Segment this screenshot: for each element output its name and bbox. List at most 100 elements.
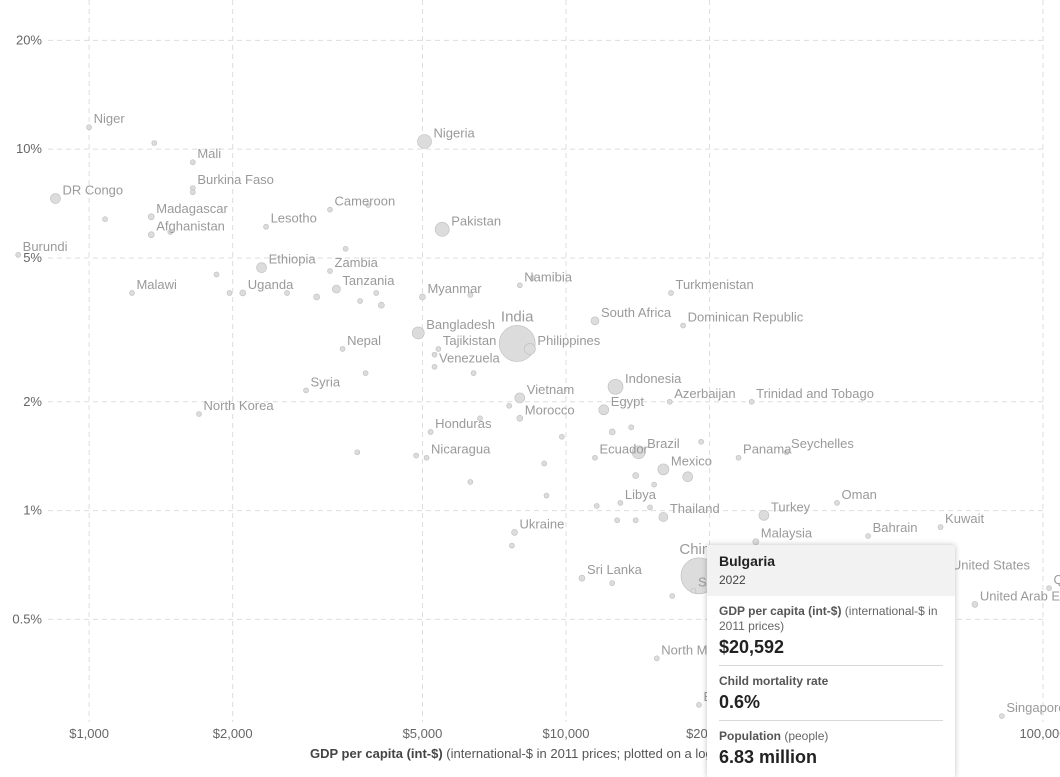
point-north-macedonia[interactable]: [653, 655, 660, 662]
data-point[interactable]: [373, 290, 380, 296]
point-libya[interactable]: [617, 500, 624, 506]
data-point[interactable]: [541, 460, 547, 467]
data-point[interactable]: [509, 542, 515, 549]
data-point[interactable]: [342, 245, 349, 252]
point-turkmenistan[interactable]: [668, 290, 674, 296]
data-point[interactable]: [378, 301, 385, 309]
point-belarus[interactable]: [696, 702, 702, 708]
point-nigeria[interactable]: [417, 134, 432, 149]
point-niger[interactable]: [86, 124, 92, 131]
label-venezuela: Venezuela: [439, 351, 500, 366]
data-point[interactable]: [357, 298, 363, 304]
data-point[interactable]: [682, 471, 694, 483]
point-malawi[interactable]: [129, 290, 135, 296]
label-malawi: Malawi: [136, 277, 177, 292]
data-point[interactable]: [628, 424, 635, 431]
data-point[interactable]: [477, 415, 483, 422]
data-point[interactable]: [213, 271, 220, 278]
point-bahrain[interactable]: [865, 533, 871, 539]
point-nicaragua[interactable]: [423, 454, 430, 461]
data-point[interactable]: [365, 202, 372, 208]
data-point[interactable]: [431, 351, 438, 358]
x-axis-label-rest: (international-$ in 2011 prices; plotted…: [443, 746, 713, 761]
point-afghanistan[interactable]: [147, 231, 155, 238]
data-point[interactable]: [698, 438, 704, 445]
point-namibia[interactable]: [517, 282, 523, 289]
data-point[interactable]: [651, 481, 657, 488]
data-point[interactable]: [559, 433, 565, 440]
data-point[interactable]: [669, 593, 676, 599]
data-point[interactable]: [151, 140, 158, 146]
point-morocco[interactable]: [516, 415, 524, 422]
point-cameroon[interactable]: [327, 206, 333, 213]
point-pakistan[interactable]: [434, 222, 450, 237]
point-turkey[interactable]: [758, 510, 770, 521]
label-singapore: Singapore: [1006, 700, 1060, 715]
point-myanmar[interactable]: [419, 293, 426, 301]
point-lesotho[interactable]: [263, 223, 269, 230]
point-dr-congo[interactable]: [50, 193, 61, 204]
point-philippines[interactable]: [524, 343, 536, 355]
point-singapore[interactable]: [999, 713, 1005, 719]
point-azerbaijan[interactable]: [666, 398, 673, 405]
data-point[interactable]: [608, 428, 616, 436]
point-mexico[interactable]: [657, 463, 670, 476]
data-point[interactable]: [167, 229, 174, 235]
point-qatar[interactable]: [1046, 585, 1052, 591]
point-sri-lanka[interactable]: [578, 574, 586, 582]
data-point[interactable]: [362, 370, 369, 376]
point-egypt[interactable]: [598, 404, 610, 416]
point-ethiopia[interactable]: [256, 262, 267, 273]
point-united-arab-emirates[interactable]: [971, 601, 979, 608]
point-tajikistan[interactable]: [435, 346, 442, 352]
point-uganda[interactable]: [239, 289, 247, 297]
point-bangladesh[interactable]: [411, 326, 425, 340]
data-point[interactable]: [506, 402, 512, 409]
data-point[interactable]: [313, 293, 320, 301]
data-point[interactable]: [632, 517, 639, 524]
data-point[interactable]: [354, 449, 361, 456]
point-tanzania[interactable]: [332, 284, 341, 294]
point-panama[interactable]: [735, 454, 742, 461]
point-thailand[interactable]: [658, 512, 669, 522]
data-point[interactable]: [543, 492, 550, 499]
data-point[interactable]: [467, 479, 474, 485]
data-point[interactable]: [470, 370, 477, 376]
data-point[interactable]: [284, 290, 290, 296]
point-nepal[interactable]: [339, 346, 346, 352]
data-point[interactable]: [102, 216, 108, 222]
point-south-africa[interactable]: [590, 316, 600, 326]
point-madagascar[interactable]: [147, 213, 155, 221]
point-seychelles[interactable]: [783, 449, 790, 456]
point-north-korea[interactable]: [196, 411, 202, 417]
point-ecuador[interactable]: [592, 454, 598, 461]
point-trinidad-and-tobago[interactable]: [748, 398, 755, 405]
point-dominican-republic[interactable]: [680, 322, 686, 329]
data-point[interactable]: [593, 503, 600, 509]
data-point[interactable]: [609, 580, 616, 586]
point-oman[interactable]: [834, 500, 840, 506]
point-kuwait[interactable]: [937, 524, 944, 530]
point-zambia[interactable]: [327, 268, 333, 274]
point-indonesia[interactable]: [607, 379, 624, 395]
data-point[interactable]: [614, 517, 620, 524]
point-mali[interactable]: [190, 159, 196, 166]
data-point[interactable]: [226, 290, 233, 296]
data-point[interactable]: [413, 452, 419, 459]
point-syria[interactable]: [303, 387, 309, 394]
data-point[interactable]: [529, 275, 536, 281]
point-vietnam[interactable]: [514, 392, 526, 404]
point-honduras[interactable]: [427, 429, 434, 435]
point-ukraine[interactable]: [511, 529, 518, 536]
point-serbia[interactable]: [690, 587, 697, 594]
data-point[interactable]: [190, 189, 196, 196]
point-malaysia[interactable]: [752, 538, 760, 546]
data-point[interactable]: [467, 292, 474, 298]
label-qatar: Qatar: [1054, 572, 1060, 587]
data-point[interactable]: [632, 472, 640, 479]
point-venezuela[interactable]: [431, 363, 438, 370]
data-point[interactable]: [647, 504, 653, 511]
point-burundi[interactable]: [15, 252, 21, 258]
point-brazil[interactable]: [631, 445, 646, 460]
